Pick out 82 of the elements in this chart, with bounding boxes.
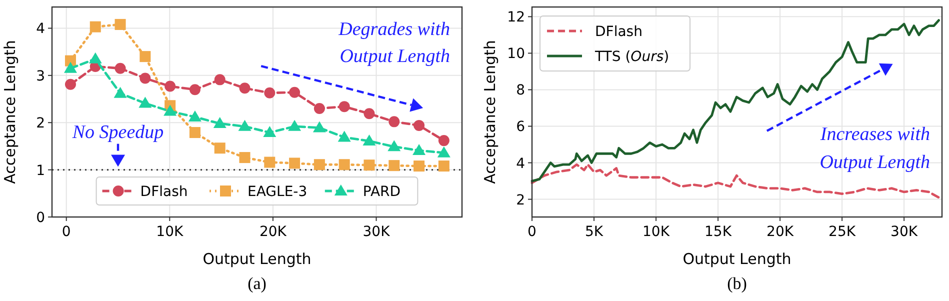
point xyxy=(312,121,326,132)
annotation: Increases with Output Length xyxy=(819,124,930,173)
x-axis-title: Output Length xyxy=(682,250,792,268)
point xyxy=(214,74,226,86)
annotation: Degrades with Output Length xyxy=(338,19,450,67)
point xyxy=(362,134,376,146)
point xyxy=(414,160,425,172)
point xyxy=(338,159,350,170)
point xyxy=(263,126,276,138)
point xyxy=(364,160,375,171)
point xyxy=(114,86,127,98)
point xyxy=(214,142,226,154)
point xyxy=(238,120,252,131)
point xyxy=(414,120,425,131)
y-tick-label: 0 xyxy=(36,210,45,226)
y-axis-title: Acceptance Length xyxy=(481,40,499,184)
x-tick-label: 20K xyxy=(259,224,288,240)
point xyxy=(114,18,126,30)
legend-label: PARD xyxy=(362,184,401,200)
point xyxy=(437,146,450,158)
point xyxy=(213,117,226,128)
point xyxy=(314,159,325,170)
x-tick-label: 10K xyxy=(156,224,184,240)
y-tick-label: 2 xyxy=(516,192,525,208)
point xyxy=(164,80,176,92)
legend-label: DFlash xyxy=(595,24,642,40)
x-axis-title: Output Length xyxy=(202,250,312,268)
point xyxy=(138,96,152,108)
point xyxy=(239,152,250,164)
annotation: No Speedup xyxy=(71,122,164,143)
y-tick-label: 8 xyxy=(516,82,525,99)
point xyxy=(90,21,101,32)
y-tick-label: 12 xyxy=(507,10,525,26)
x-tick-label: 20K xyxy=(766,224,794,240)
point xyxy=(88,52,102,64)
point xyxy=(288,120,302,131)
point xyxy=(189,84,200,96)
y-tick-label: 1 xyxy=(36,162,45,179)
point xyxy=(314,102,325,114)
line-series xyxy=(530,19,940,182)
y-tick-label: 4 xyxy=(36,21,46,38)
point xyxy=(289,86,300,98)
x-tick-label: 30K xyxy=(362,224,391,240)
point xyxy=(140,51,151,62)
y-axis-title: Acceptance Length xyxy=(1,40,19,184)
point xyxy=(364,108,375,120)
x-tick-label: 10K xyxy=(642,224,670,240)
point xyxy=(438,135,450,146)
point xyxy=(412,144,426,155)
x-tick-label: 15K xyxy=(704,224,732,240)
y-tick-label: 3 xyxy=(36,68,45,84)
text: (a) xyxy=(248,274,266,293)
y-tick-label: 10 xyxy=(507,46,525,62)
point xyxy=(388,140,401,152)
point xyxy=(239,82,250,94)
legend-label: TTS (Ours) xyxy=(594,49,670,65)
legend-label: DFlash xyxy=(140,184,188,200)
point xyxy=(64,78,76,90)
point xyxy=(264,156,276,168)
x-tick-label: 30K xyxy=(890,224,918,240)
point xyxy=(388,116,400,128)
text: (b) xyxy=(727,274,747,293)
x-tick-label: 5K xyxy=(584,224,604,240)
point xyxy=(438,160,450,172)
x-tick-label: 0 xyxy=(62,224,71,240)
point xyxy=(264,87,276,98)
legend-label: EAGLE-3 xyxy=(248,184,308,200)
x-tick-label: 25K xyxy=(828,224,856,240)
y-tick-label: 6 xyxy=(516,119,526,136)
point xyxy=(189,127,200,138)
y-tick-label: 4 xyxy=(516,156,526,172)
point xyxy=(64,62,77,73)
point xyxy=(338,130,351,142)
point xyxy=(140,72,151,84)
point xyxy=(338,101,350,112)
y-tick-label: 2 xyxy=(36,116,45,132)
point xyxy=(289,158,300,169)
point xyxy=(164,104,177,116)
point xyxy=(114,62,126,74)
x-tick-label: 0 xyxy=(528,224,536,240)
point xyxy=(388,160,400,172)
point xyxy=(188,110,202,122)
